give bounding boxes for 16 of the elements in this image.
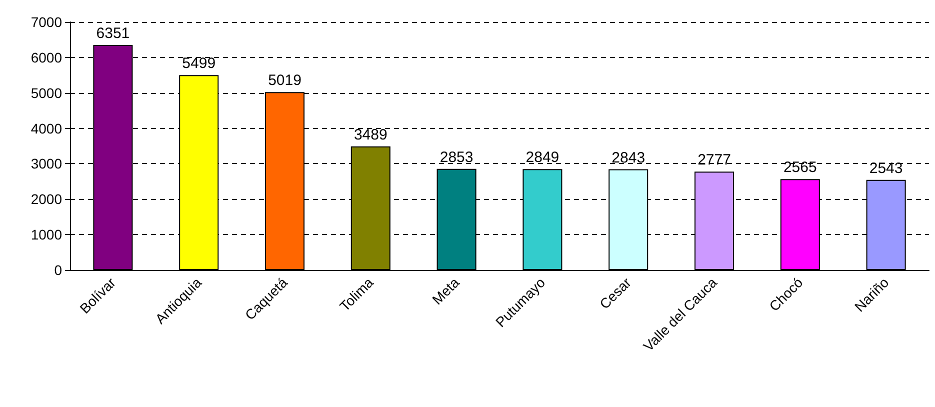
data-label: 6351 bbox=[96, 24, 130, 42]
y-tick-label: 2000 bbox=[30, 191, 62, 208]
y-tick-label: 0 bbox=[54, 262, 62, 278]
data-label: 2849 bbox=[526, 149, 560, 166]
y-tick-label: 4000 bbox=[30, 120, 62, 136]
y-tick-label: 3000 bbox=[30, 156, 62, 172]
data-label: 5499 bbox=[182, 55, 216, 72]
y-tick-label: 1000 bbox=[30, 226, 62, 243]
y-tick-label: 7000 bbox=[30, 14, 62, 30]
y-tick-label: 6000 bbox=[30, 49, 62, 66]
data-label: 2853 bbox=[440, 148, 474, 166]
data-label: 5019 bbox=[268, 72, 302, 90]
data-label: 3489 bbox=[354, 126, 388, 144]
data-label: 2777 bbox=[698, 152, 731, 169]
data-label: 2843 bbox=[612, 149, 646, 166]
y-tick-label: 5000 bbox=[30, 84, 62, 101]
